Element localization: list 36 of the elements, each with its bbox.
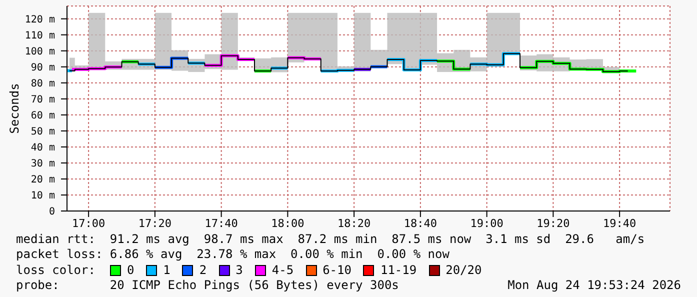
text: median rtt: 91.2 ms avg 98.7 ms max 87.2 ms min 87.5 ms now 3.1 ms sd 29.6 am/s (16, 232, 646, 247)
legend-label: 20/20 (446, 262, 482, 278)
x-tick-label: 19:00 (470, 216, 504, 230)
y-tick-label: 80 m (30, 78, 55, 90)
y-tick-label: 20 m (30, 174, 55, 186)
text: probe: 20 ICMP Echo Pings (56 Bytes) every 300s (16, 278, 399, 293)
y-tick-label: 120 m (24, 14, 55, 26)
x-tick-label: 18:20 (337, 216, 371, 230)
legend-label: 3 (236, 262, 243, 278)
y-tick-label: 110 m (24, 30, 55, 42)
x-tick-label: 17:20 (138, 216, 172, 230)
y-axis-title: Seconds (7, 83, 22, 134)
y-tick-label: 10 m (30, 190, 55, 202)
x-tick-label: 18:40 (404, 216, 438, 230)
y-tick-label: 60 m (30, 110, 55, 122)
text: packet loss: 6.86 % avg 23.78 % max 0.00 % min 0.00 % now (16, 247, 450, 262)
x-tick-label: 18:00 (271, 216, 304, 230)
y-tick-label: 70 m (30, 94, 55, 106)
x-tick-label: 19:20 (536, 216, 570, 230)
x-tick-label: 17:40 (204, 216, 238, 230)
y-tick-label: 0 (48, 206, 55, 218)
x-tick-label: 19:40 (603, 216, 636, 230)
y-tick-label: 40 m (30, 142, 55, 154)
y-tick-label: 30 m (30, 158, 55, 170)
legend-title: loss color: (16, 262, 96, 278)
legend-label: 2 (199, 262, 207, 278)
legend-label: 6-10 (322, 262, 352, 278)
legend-label: 1 (163, 262, 170, 278)
legend-label: 0 (126, 262, 134, 278)
text: Mon Aug 24 19:53:24 2026 (508, 278, 681, 293)
y-tick-label: 90 m (30, 62, 55, 74)
y-tick-label: 100 m (24, 46, 55, 58)
legend-label: 4-5 (272, 262, 294, 278)
legend-label: 11-19 (380, 262, 417, 278)
x-tick-label: 17:00 (72, 216, 106, 230)
y-tick-label: 50 m (30, 126, 55, 138)
